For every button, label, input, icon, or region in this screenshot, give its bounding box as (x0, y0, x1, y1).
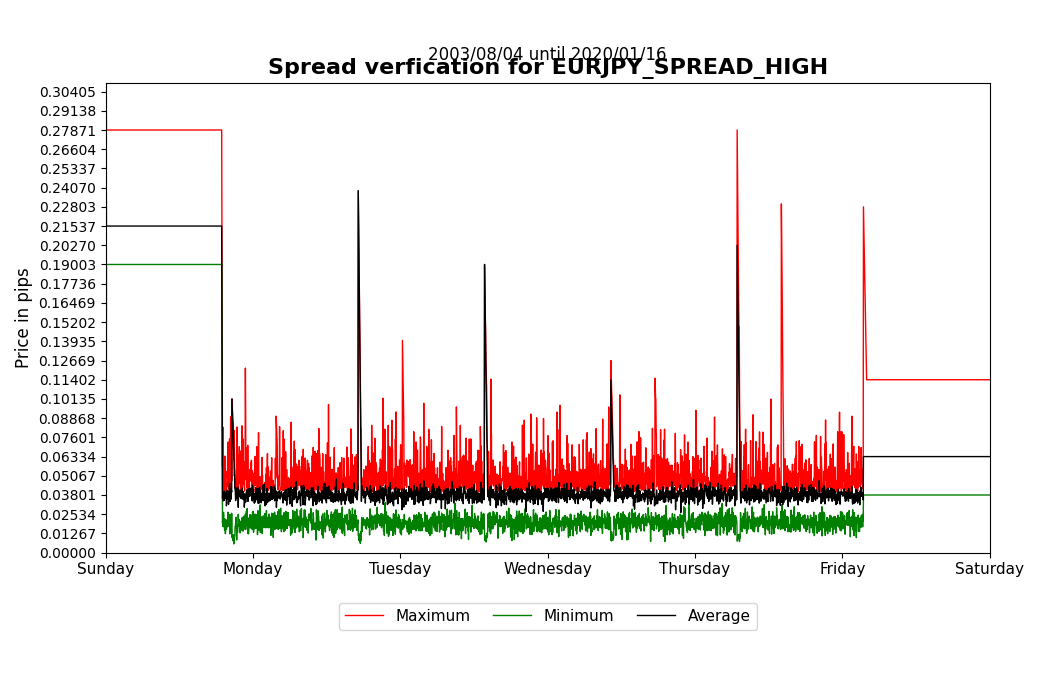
Average (562, 492, 575, 500)
Minimum (707, 520, 719, 528)
Legend: Maximum, Minimum, Average: Maximum, Minimum, Average (339, 603, 756, 630)
Maximum (485, 480, 498, 489)
Minimum (100, 548, 112, 556)
Average (707, 500, 719, 508)
Minimum (667, 523, 680, 531)
Line: Minimum: Minimum (106, 265, 989, 552)
Maximum (212, 126, 224, 134)
Minimum (485, 512, 498, 521)
Maximum (784, 488, 797, 496)
Y-axis label: Price in pips: Price in pips (15, 267, 33, 368)
Maximum (983, 375, 995, 384)
Average (674, 508, 687, 517)
Average (100, 145, 112, 153)
Average (212, 222, 224, 230)
Minimum (100, 260, 112, 269)
Minimum (494, 511, 506, 519)
Minimum (212, 260, 224, 269)
Maximum (494, 473, 506, 482)
Maximum (705, 480, 718, 489)
Line: Maximum: Maximum (106, 92, 989, 492)
Minimum (562, 533, 575, 542)
Maximum (667, 479, 680, 487)
Line: Average: Average (106, 149, 989, 512)
Average (667, 489, 680, 498)
Average (494, 483, 506, 491)
Minimum (983, 491, 995, 499)
Text: 2003/08/04 until 2020/01/16: 2003/08/04 until 2020/01/16 (428, 46, 667, 64)
Maximum (562, 486, 575, 494)
Maximum (100, 88, 112, 96)
Title: Spread verfication for EURJPY_SPREAD_HIGH: Spread verfication for EURJPY_SPREAD_HIG… (267, 58, 828, 79)
Average (983, 452, 995, 461)
Average (485, 489, 498, 498)
